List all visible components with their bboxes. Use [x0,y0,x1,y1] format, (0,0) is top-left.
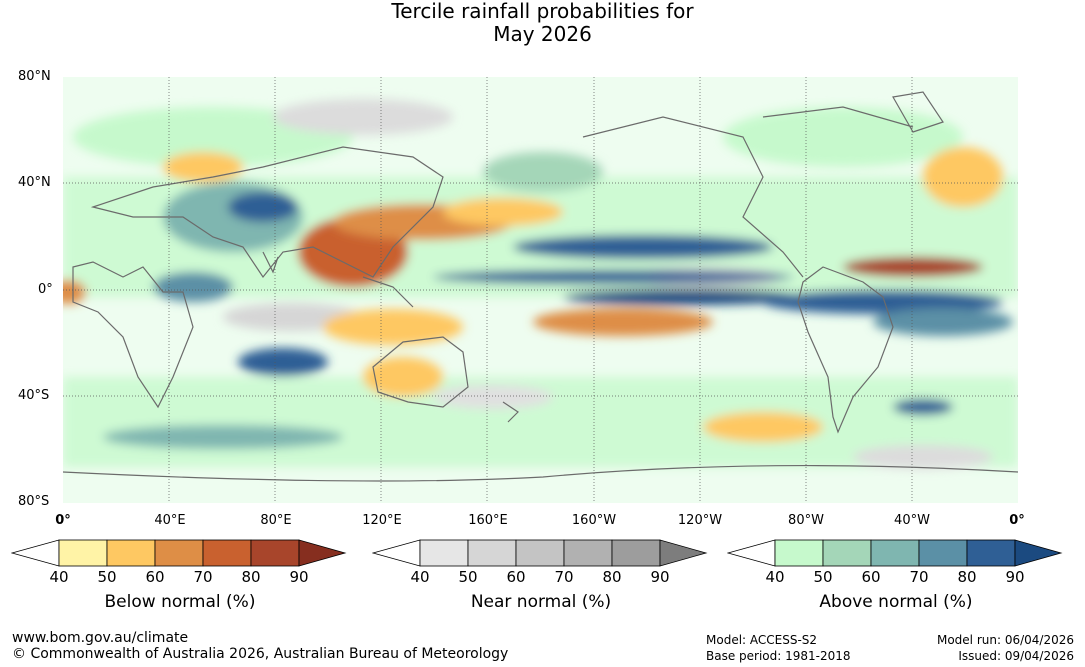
map-svg [63,77,1018,503]
legend-swatch [250,539,300,567]
probability-field [63,99,1018,469]
legend-caption-below: Below normal (%) [104,592,256,612]
legend-arrow-high [659,539,708,567]
lon-label-120w: 120°W [677,513,723,528]
rainfall-probability-map [63,77,1018,503]
legend-tick: 40 [49,568,69,586]
legend-tick: 90 [289,568,309,586]
legend-swatch [822,539,872,567]
legend-swatch [563,539,613,567]
legend-tick: 90 [1005,568,1025,586]
legend-ticks-near: 40 50 60 70 80 90 [372,568,710,588]
lat-label-40s: 40°S [18,388,50,403]
legend-colorbar-below [11,539,347,567]
legend-swatch [58,539,108,567]
legend-tick: 40 [410,568,430,586]
legend-tick: 70 [909,568,929,586]
lat-label-80s: 80°S [18,494,50,509]
footer-model-info: Model: ACCESS-S2 Base period: 1981-2018 [706,632,851,664]
legend-swatch [515,539,565,567]
legend-tick: 50 [458,568,478,586]
legend-tick: 40 [765,568,785,586]
website-link[interactable]: www.bom.gov.au/climate [12,630,189,646]
legend-arrow-low [727,539,776,567]
legend-ticks-above: 40 50 60 70 80 90 [727,568,1065,588]
legend-tick: 80 [241,568,261,586]
footer-dates: Model run: 06/04/2026 Issued: 09/04/2026 [937,632,1074,664]
legend-tick: 50 [97,568,117,586]
legend-caption-near: Near normal (%) [470,592,612,612]
legend-below-normal: 40 50 60 70 80 90 Below normal (%) [11,538,349,612]
legend-arrow-low [372,539,421,567]
legend-tick: 60 [861,568,881,586]
legend-colorbar-near [372,539,708,567]
legend-swatch [106,539,156,567]
lat-label-80n: 80°N [18,69,51,84]
lon-label-80w: 80°W [788,513,824,528]
legend-above-normal: 40 50 60 70 80 90 Above normal (%) [727,538,1065,612]
legend-arrow-high [298,539,347,567]
legend-ticks-below: 40 50 60 70 80 90 [11,568,349,588]
legend-tick: 80 [602,568,622,586]
legend-swatch [467,539,517,567]
copyright-text: © Commonwealth of Australia 2026, Austra… [12,646,509,662]
title-line-1: Tercile rainfall probabilities for [391,0,694,23]
legend-swatch [419,539,469,567]
legend-caption-above: Above normal (%) [819,592,973,612]
legend-tick: 50 [813,568,833,586]
legend-near-normal: 40 50 60 70 80 90 Near normal (%) [372,538,710,612]
legend-swatch [202,539,252,567]
lon-label-40e: 40°E [154,513,186,528]
lon-label-80e: 80°E [260,513,292,528]
legend-swatch [154,539,204,567]
legend-tick: 90 [650,568,670,586]
legend-swatch [611,539,661,567]
legend-arrow-high [1014,539,1063,567]
legend-swatch [870,539,920,567]
lon-label-160e: 160°E [468,513,508,528]
lon-label-40w: 40°W [894,513,930,528]
legend-tick: 60 [145,568,165,586]
lon-label-0: 0° [55,513,71,528]
title-line-2: May 2026 [493,22,592,46]
legend-tick: 80 [957,568,977,586]
base-period: Base period: 1981-2018 [706,649,851,663]
lat-label-equator: 0° [38,282,53,297]
legend-tick: 70 [554,568,574,586]
legend-tick: 70 [193,568,213,586]
legend-tick: 60 [506,568,526,586]
graticule [63,77,1018,503]
legend-swatch [966,539,1016,567]
coastlines [63,91,1018,482]
legend-swatch [774,539,824,567]
legend-arrow-low [11,539,60,567]
lon-label-0-end: 0° [1009,513,1025,528]
footer-attribution: www.bom.gov.au/climate © Commonwealth of… [12,630,508,662]
legend-swatch [918,539,968,567]
issued-date: Issued: 09/04/2026 [958,649,1074,663]
legend-colorbar-above [727,539,1063,567]
map-title: Tercile rainfall probabilities for May 2… [0,0,1085,46]
lon-label-160w: 160°W [571,513,617,528]
model-name: Model: ACCESS-S2 [706,633,818,647]
lon-label-120e: 120°E [362,513,402,528]
model-run-date: Model run: 06/04/2026 [936,633,1074,647]
lat-label-40n: 40°N [18,175,51,190]
